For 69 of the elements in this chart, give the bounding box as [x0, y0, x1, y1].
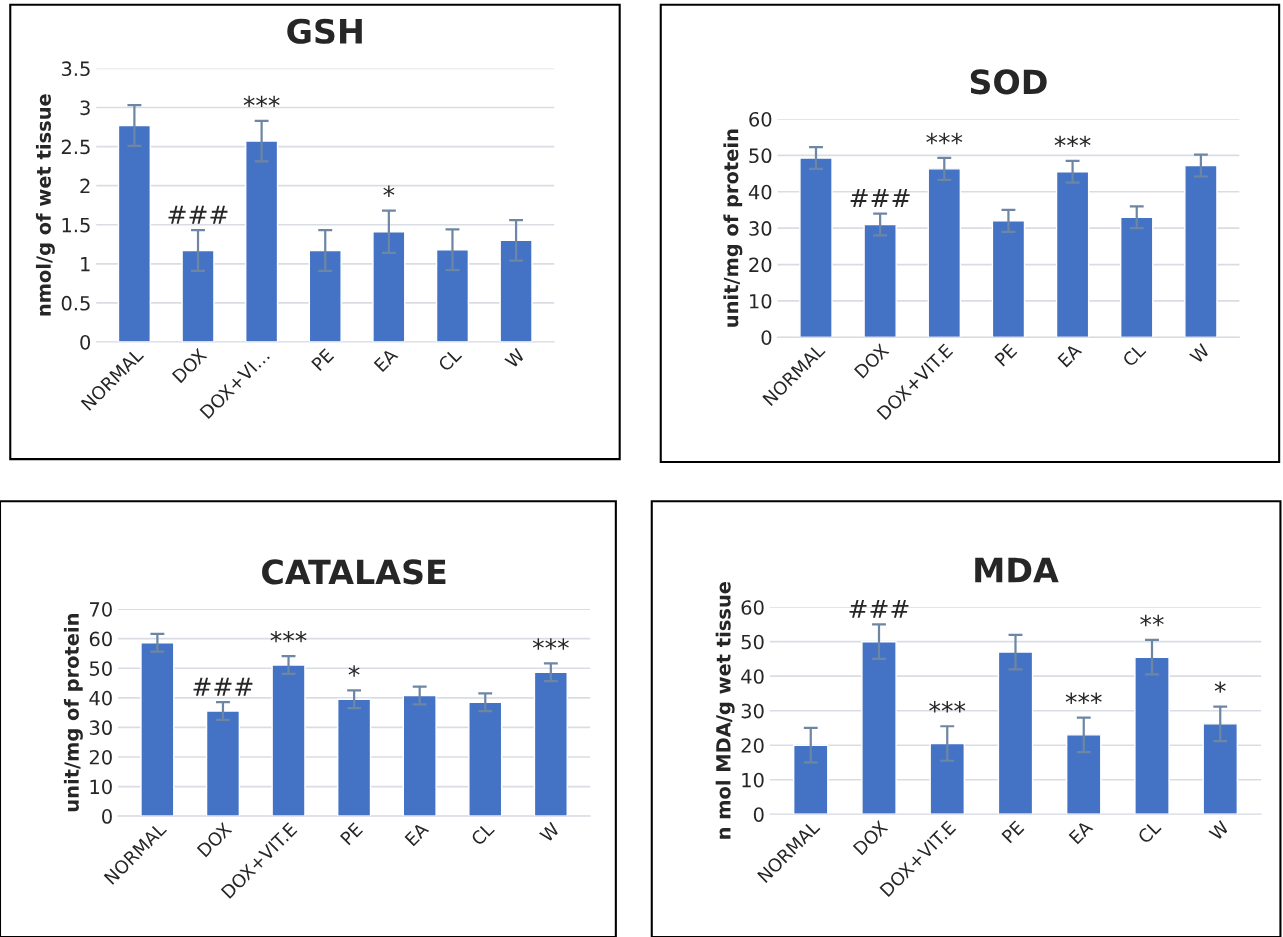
y-tick-label: 2 [80, 178, 90, 194]
y-tick-label: 20 [749, 257, 772, 273]
annotation: * [383, 185, 395, 197]
y-tick-label: 30 [749, 221, 772, 236]
x-tick-label: PE [994, 343, 1018, 367]
y-tick-label: 50 [89, 661, 112, 676]
annotation: *** [243, 95, 280, 108]
annotation: *** [532, 638, 569, 650]
y-tick-label: 0 [753, 807, 764, 822]
x-tick-label: CL [1121, 342, 1147, 368]
chart-title: MDA [975, 557, 1059, 583]
y-tick-label: 50 [749, 148, 772, 164]
y-tick-label: 10 [750, 293, 772, 309]
annotation: ### [850, 189, 910, 208]
x-tick-label: CL [1136, 819, 1162, 845]
annotation: *** [1065, 692, 1102, 704]
y-tick-label: 30 [741, 703, 764, 719]
x-tick-label: EA [1057, 342, 1083, 368]
annotation: *** [1054, 135, 1091, 148]
y-tick-label: 20 [89, 749, 112, 765]
y-tick-label: 60 [89, 631, 112, 647]
y-tick-label: 10 [90, 779, 112, 795]
annotation: ### [849, 599, 909, 618]
y-tick-label: 60 [749, 111, 772, 127]
y-tick-label: 0 [761, 330, 772, 345]
y-tick-label: 2.5 [61, 139, 90, 155]
annotation: *** [270, 630, 307, 643]
x-tick-label: PE [339, 822, 363, 846]
x-tick-label: CL [437, 347, 463, 373]
annotation: *** [929, 701, 966, 713]
x-tick-label: W [1189, 342, 1211, 365]
y-tick-label: 70 [90, 602, 112, 617]
y-tick-label: 3.5 [61, 61, 90, 77]
y-tick-label: 40 [748, 184, 772, 200]
x-tick-label: CL [470, 821, 496, 847]
chart-title: CATALASE [262, 559, 446, 585]
annotation: * [1214, 681, 1226, 693]
chart-title: GSH [287, 18, 362, 44]
y-tick-label: 0 [102, 809, 112, 824]
y-tick-label: 1.5 [62, 217, 90, 233]
x-tick-label: W [539, 821, 561, 843]
y-tick-label: 50 [741, 634, 764, 650]
x-tick-label: W [504, 347, 526, 369]
x-tick-label: PE [1001, 820, 1025, 844]
y-tick-label: 3 [80, 100, 90, 116]
x-tick-label: EA [373, 347, 399, 373]
annotation: ### [193, 677, 253, 696]
annotation: * [348, 665, 360, 677]
y-tick-label: 20 [741, 738, 764, 753]
y-axis-title: unit/mg of protein [723, 129, 743, 327]
y-tick-label: 40 [89, 690, 112, 706]
x-tick-label: EA [404, 821, 430, 847]
x-tick-label: EA [1068, 819, 1094, 845]
y-axis-title: n mol MDA/g wet tissue [715, 581, 735, 839]
y-tick-label: 0 [80, 334, 91, 350]
x-tick-label: W [1208, 819, 1230, 842]
y-axis-title: unit/mg of protein [63, 614, 83, 812]
annotation: *** [926, 132, 963, 145]
chart-title: SOD [970, 69, 1047, 95]
y-tick-label: 40 [741, 669, 764, 684]
y-tick-label: 60 [741, 600, 764, 615]
x-tick-label: PE [311, 348, 335, 372]
y-tick-label: 30 [89, 720, 112, 736]
annotation: ** [1140, 614, 1164, 627]
annotation: ### [168, 205, 228, 224]
y-tick-label: 10 [742, 772, 764, 788]
y-tick-label: 1 [81, 257, 90, 272]
y-tick-label: 0.5 [61, 295, 90, 311]
y-axis-title: nmol/g of wet tissue [35, 94, 55, 316]
